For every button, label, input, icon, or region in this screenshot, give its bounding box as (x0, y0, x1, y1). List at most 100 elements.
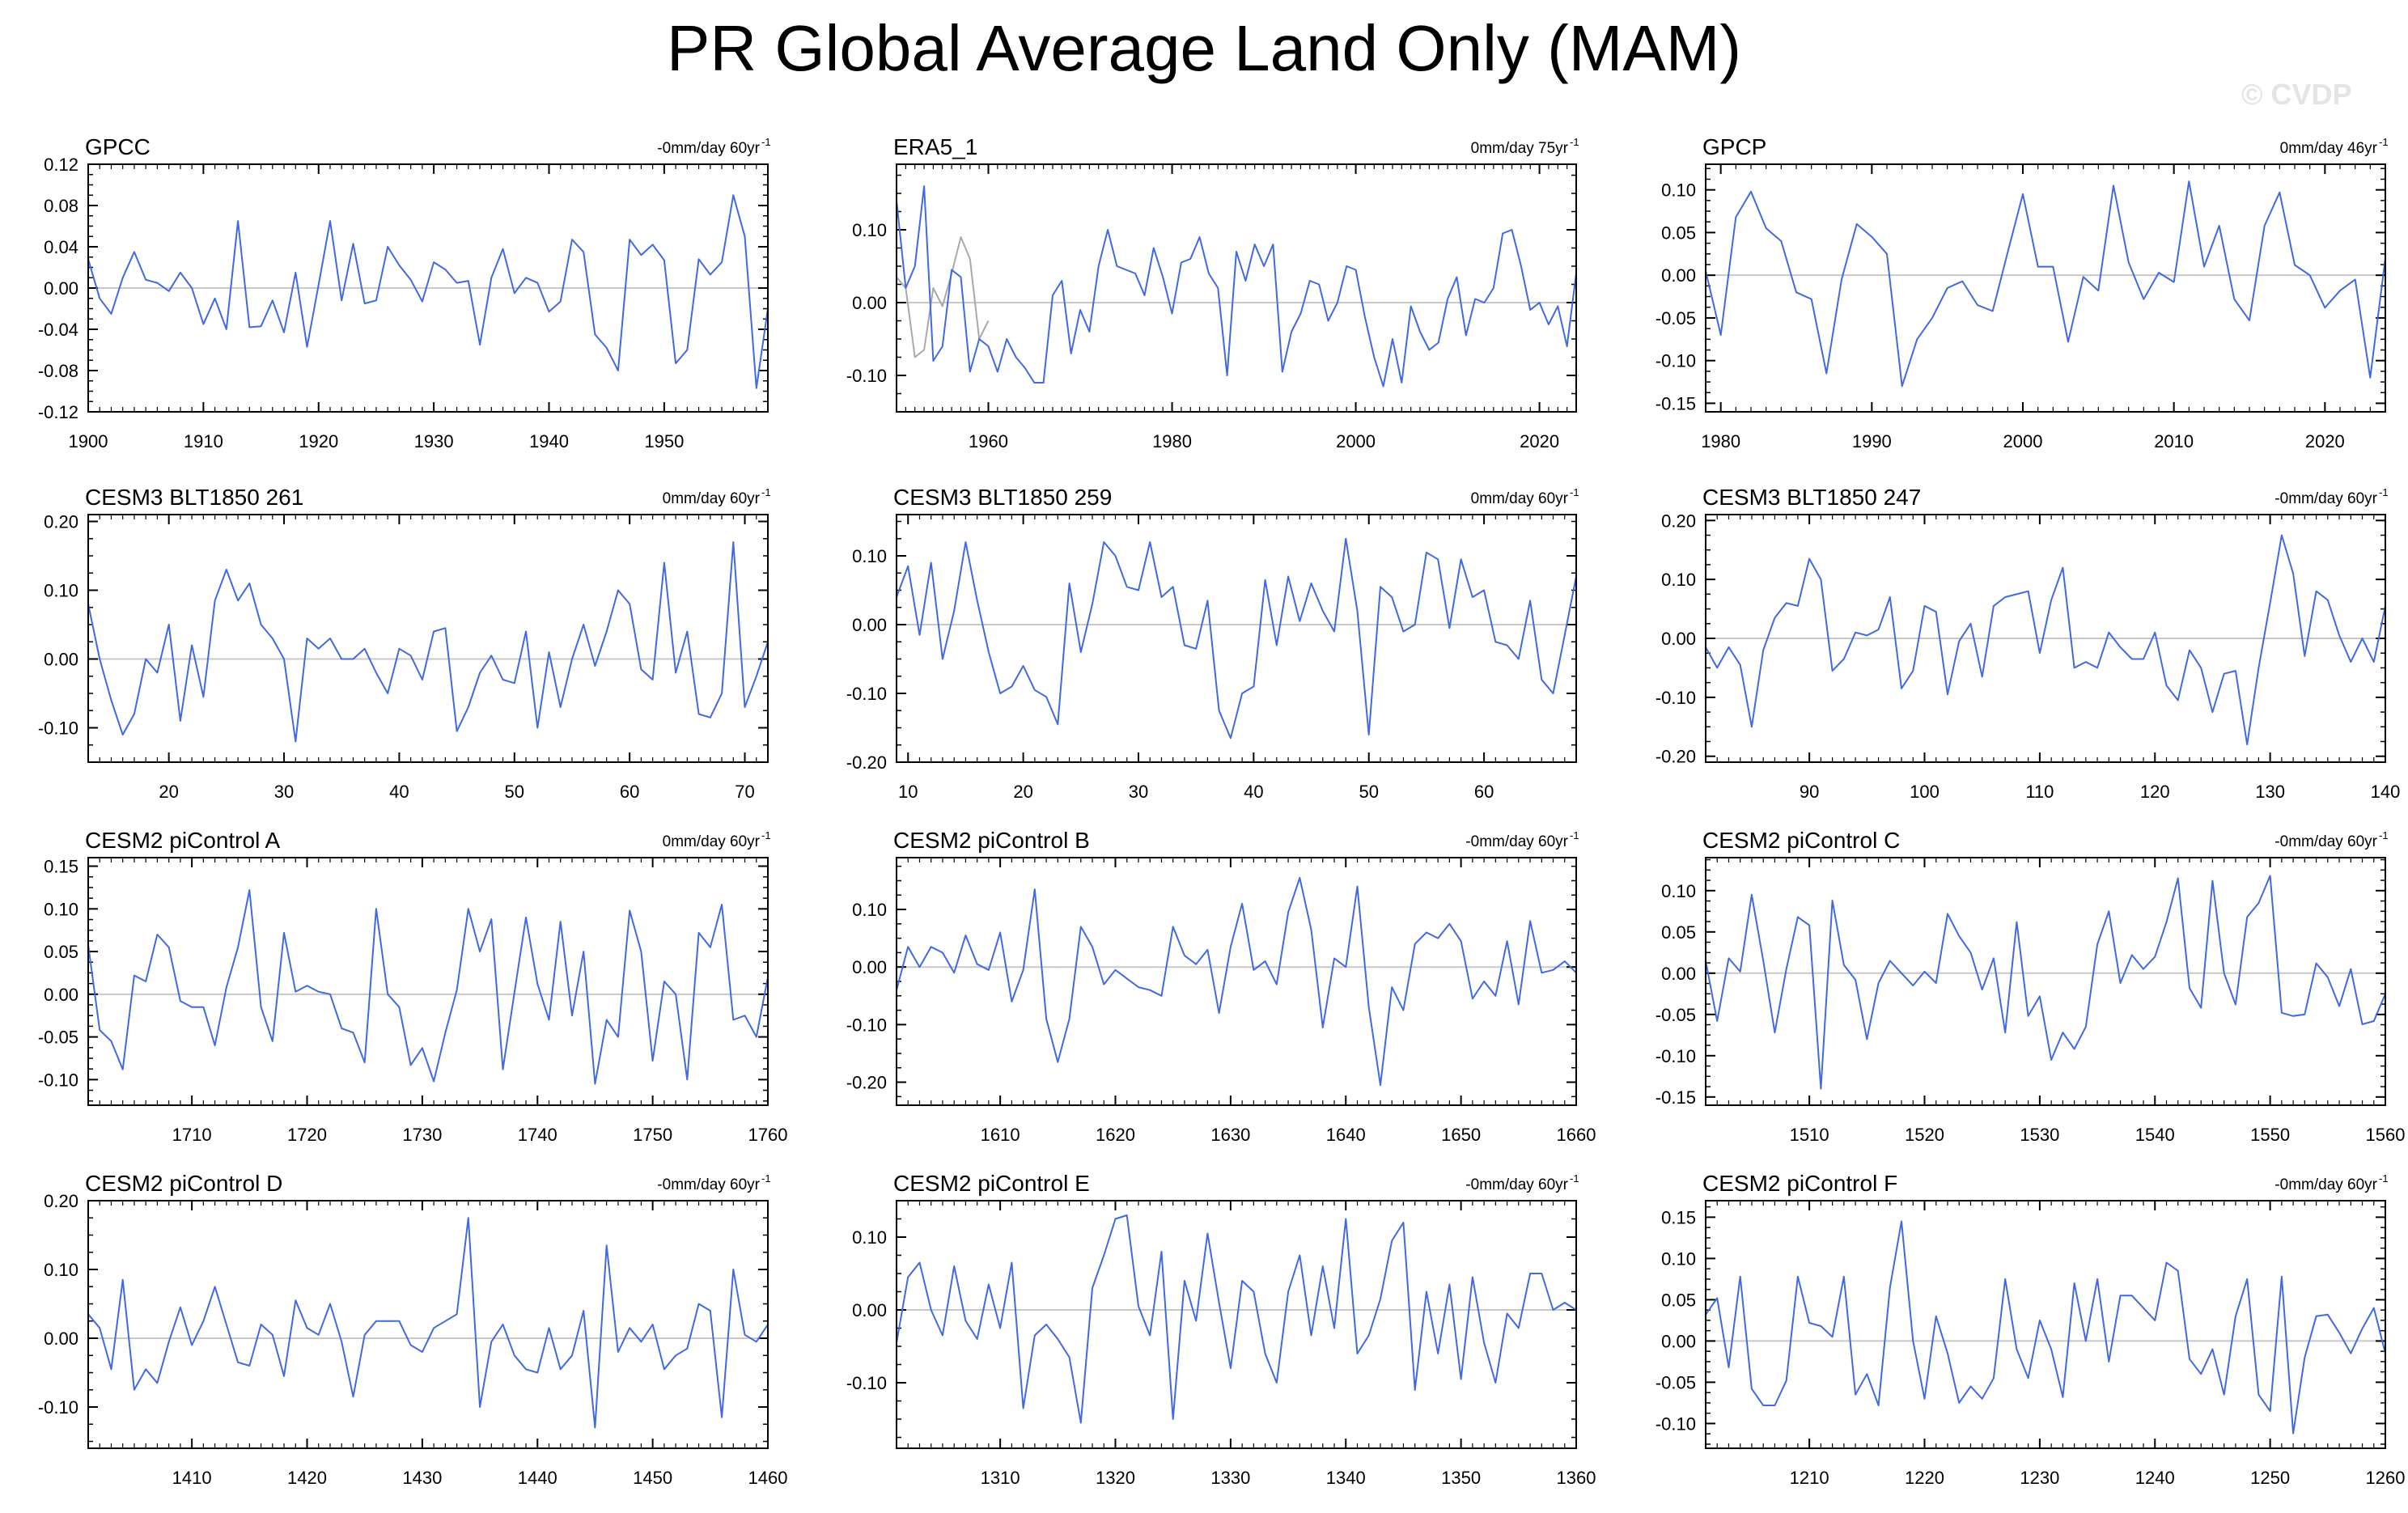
trend-label: -0mm/day 60yr (2274, 1176, 2377, 1193)
plot-frame (1705, 857, 2386, 1106)
panel-title: CESM3 BLT1850 247 (1702, 485, 1921, 510)
y-tick-label: 0.10 (44, 899, 78, 919)
cvdp-watermark: © CVDP (2241, 78, 2352, 111)
x-tick-label: 90 (1800, 782, 1819, 802)
y-tick-label: 0.15 (44, 857, 78, 877)
x-tick-label: 2020 (2305, 431, 2345, 451)
plot-frame (1705, 1200, 2386, 1449)
x-tick-label: 1410 (172, 1468, 212, 1488)
panel-title: CESM2 piControl A (85, 828, 281, 853)
x-tick-label: 20 (159, 782, 178, 802)
y-tick-label: 0.00 (44, 278, 78, 299)
x-tick-label: 1360 (1557, 1468, 1596, 1488)
x-tick-label: 1760 (748, 1125, 788, 1145)
series-line (87, 541, 769, 743)
chart-panel: CESM2 piControl A 0mm/day 60yr -1 -0.10 -0.0… (38, 828, 788, 1145)
x-tick-label: 1340 (1326, 1468, 1366, 1488)
panel-title: GPCP (1702, 134, 1766, 159)
y-tick-label: 0.00 (1661, 629, 1696, 649)
trend-label: -0mm/day 60yr (657, 1176, 760, 1193)
trend-label: -0mm/day 60yr (2274, 833, 2377, 850)
y-tick-label: -0.10 (846, 366, 887, 386)
x-tick-label: 40 (389, 782, 409, 802)
x-tick-label: 2010 (2154, 431, 2194, 451)
panel-title: ERA5_1 (893, 134, 977, 159)
trend-exponent: -1 (2379, 486, 2389, 498)
x-tick-label: 1630 (1210, 1125, 1250, 1145)
y-tick-label: -0.10 (38, 1070, 78, 1090)
x-tick-label: 1420 (287, 1468, 327, 1488)
trend-exponent: -1 (1570, 136, 1579, 148)
y-tick-label: -0.10 (38, 718, 78, 739)
trend-exponent: -1 (2379, 829, 2389, 841)
trend-label: 0mm/day 60yr (663, 833, 761, 850)
x-tick-label: 100 (1910, 782, 1940, 802)
y-tick-label: 0.00 (1661, 964, 1696, 984)
y-tick-label: -0.15 (1656, 393, 1696, 413)
x-tick-label: 1230 (2020, 1468, 2059, 1488)
y-tick-label: -0.20 (1656, 747, 1696, 767)
y-tick-label: -0.10 (1656, 688, 1696, 708)
x-tick-label: 140 (2371, 782, 2401, 802)
x-tick-label: 1660 (1557, 1125, 1596, 1145)
plot-frame (87, 857, 769, 1106)
x-tick-label: 1740 (518, 1125, 557, 1145)
trend-exponent: -1 (761, 1172, 771, 1185)
x-tick-label: 1550 (2250, 1125, 2290, 1145)
y-tick-label: -0.05 (1656, 1372, 1696, 1392)
chart-panel: CESM2 piControl F -0mm/day 60yr -1 -0.10 -0.… (1656, 1171, 2406, 1488)
trend-exponent: -1 (761, 486, 771, 498)
x-tick-label: 1730 (402, 1125, 442, 1145)
x-tick-label: 1930 (414, 431, 454, 451)
series-line (87, 194, 769, 389)
chart-panel: CESM2 piControl B -0mm/day 60yr -1 -0.20 -0.… (846, 828, 1596, 1145)
x-tick-label: 1900 (69, 431, 108, 451)
chart-panel: ERA5_1 0mm/day 75yr -1 -0.10 0.00 0.10 1960 198… (846, 134, 1579, 451)
x-tick-label: 2000 (1336, 431, 1376, 451)
y-tick-label: 0.10 (852, 546, 887, 566)
y-tick-label: 0.10 (44, 1260, 78, 1280)
series-line (896, 185, 1577, 388)
x-tick-label: 1540 (2135, 1125, 2175, 1145)
series-line (896, 537, 1577, 740)
x-tick-label: 50 (505, 782, 524, 802)
x-tick-label: 1320 (1096, 1468, 1135, 1488)
x-tick-label: 1430 (402, 1468, 442, 1488)
y-tick-label: 0.10 (852, 900, 887, 920)
panel-title: CESM2 piControl F (1702, 1171, 1897, 1196)
x-tick-label: 120 (2140, 782, 2170, 802)
chart-panel: CESM2 piControl E -0mm/day 60yr -1 -0.10 0.0… (846, 1171, 1596, 1488)
trend-exponent: -1 (761, 829, 771, 841)
y-tick-label: -0.12 (38, 402, 78, 422)
chart-panel: CESM3 BLT1850 247 -0mm/day 60yr -1 -0.20 -0.… (1656, 485, 2401, 802)
y-tick-label: 0.20 (44, 1191, 78, 1211)
y-tick-label: -0.10 (846, 1015, 887, 1035)
y-tick-label: 0.05 (1661, 922, 1696, 943)
main-title: PR Global Average Land Only (MAM) (666, 12, 1741, 84)
x-tick-label: 40 (1244, 782, 1263, 802)
x-tick-label: 60 (620, 782, 639, 802)
series-line (87, 889, 769, 1085)
x-tick-label: 1250 (2250, 1468, 2290, 1488)
x-tick-label: 30 (274, 782, 294, 802)
plot-frame (87, 514, 769, 763)
x-tick-label: 1610 (981, 1125, 1020, 1145)
x-tick-label: 1650 (1441, 1125, 1481, 1145)
chart-panel: GPCP 0mm/day 46yr -1 -0.15 -0.10 -0.05 0.00 0.0… (1656, 134, 2389, 451)
y-tick-label: 0.00 (1661, 1331, 1696, 1351)
series-line (896, 876, 1577, 1087)
x-tick-label: 1510 (1790, 1125, 1829, 1145)
y-tick-label: 0.00 (852, 1300, 887, 1320)
trend-label: -0mm/day 60yr (2274, 490, 2377, 507)
chart-panel: CESM3 BLT1850 259 0mm/day 60yr -1 -0.20 -0.1… (846, 485, 1579, 802)
x-tick-label: 1210 (1790, 1468, 1829, 1488)
plot-frame (896, 857, 1577, 1106)
y-tick-label: 0.10 (852, 220, 887, 240)
x-tick-label: 1720 (287, 1125, 327, 1145)
y-tick-label: -0.05 (38, 1028, 78, 1048)
series-line (1705, 180, 2386, 388)
x-tick-label: 30 (1129, 782, 1148, 802)
y-tick-label: 0.10 (1661, 881, 1696, 901)
trend-label: 0mm/day 60yr (1471, 490, 1569, 507)
y-tick-label: 0.20 (44, 512, 78, 532)
